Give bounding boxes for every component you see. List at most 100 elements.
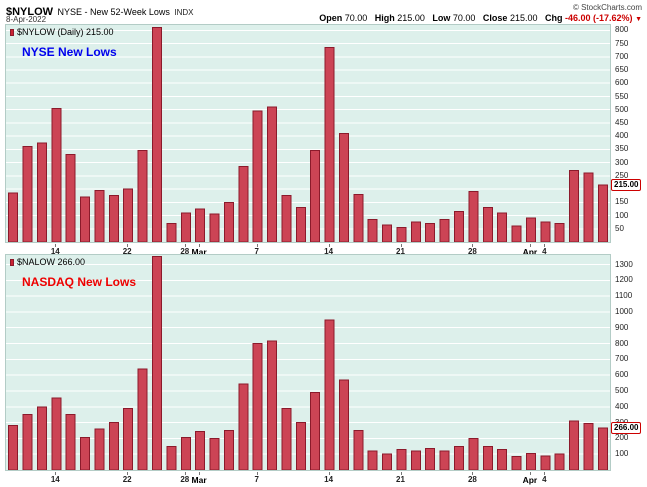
bar (209, 437, 220, 470)
x-axis-tick (328, 472, 330, 475)
y-axis: 5010015020025030035040045050055060065070… (612, 25, 646, 242)
x-axis-label: 14 (324, 475, 334, 484)
bar (152, 27, 162, 242)
bar (310, 392, 321, 470)
x-axis-label: 28 (467, 475, 477, 484)
bar (8, 425, 19, 470)
bar (439, 450, 450, 470)
y-axis-label: 300 (615, 157, 629, 167)
bar (94, 428, 105, 470)
x-axis-label: 28 (467, 247, 477, 256)
bar (80, 437, 91, 470)
y-axis-label: 500 (615, 386, 629, 395)
symbol: $NYLOW (6, 6, 54, 18)
bar (123, 407, 134, 470)
bar (223, 201, 234, 242)
x-axis-tick (472, 472, 474, 475)
nyse-new-lows-chart: $NYLOW (Daily) 215.00 NYSE New Lows (5, 24, 611, 243)
bar (137, 368, 148, 470)
chg-value: -46.00 (-17.62%) (565, 13, 633, 23)
bar (396, 448, 407, 470)
low-value: 70.00 (452, 13, 476, 23)
x-axis-tick (55, 244, 57, 247)
bar (583, 422, 594, 470)
bar (353, 193, 364, 242)
bar (123, 188, 134, 242)
x-axis-label: 28 (180, 247, 190, 256)
close-label: Close (482, 13, 508, 23)
bar (252, 343, 263, 470)
bar (295, 422, 306, 470)
chart-canvas (6, 27, 610, 242)
bar (382, 453, 393, 470)
bar (166, 445, 177, 470)
low-label: Low (432, 13, 451, 23)
open-label: Open (319, 13, 343, 23)
bar (281, 195, 292, 242)
bar (597, 184, 608, 242)
high-label: High (374, 13, 395, 23)
y-axis-label: 1100 (615, 291, 633, 301)
last-price-label: 215.00 (611, 179, 642, 192)
x-axis-tick (256, 472, 258, 475)
bar (65, 414, 76, 470)
bar (108, 195, 119, 242)
bar (8, 192, 19, 242)
y-axis-label: 900 (615, 322, 629, 332)
x-axis-label: 4 (542, 475, 547, 484)
y-axis-label: 400 (615, 131, 629, 141)
x-axis-tick (184, 472, 186, 475)
x-axis-tick (328, 244, 330, 247)
x-axis-label: 7 (254, 247, 259, 256)
bar (94, 189, 105, 242)
bar (65, 154, 76, 242)
x-axis-label: 22 (122, 475, 132, 484)
x-axis-tick (184, 244, 186, 247)
y-axis-label: 650 (615, 65, 629, 74)
bar (36, 406, 47, 470)
bar (195, 430, 206, 470)
bar (195, 208, 206, 242)
bar (569, 170, 580, 242)
y-axis-label: 700 (615, 51, 629, 61)
bar (367, 219, 378, 242)
bar (166, 222, 177, 242)
bar (51, 397, 62, 470)
open-value: 70.00 (344, 13, 368, 23)
bar (410, 450, 421, 470)
last-price-label: 266.00 (611, 421, 642, 434)
y-axis-label: 50 (615, 223, 624, 233)
y-axis-label: 350 (615, 144, 629, 154)
y-axis-label: 800 (615, 25, 629, 35)
quote-summary: Open 70.00 High 215.00 Low 70.00 Close 2… (319, 13, 642, 23)
bar (540, 221, 551, 242)
chg-down-icon: ▼ (635, 16, 642, 23)
bar (554, 453, 565, 470)
x-axis-label: 14 (50, 475, 60, 484)
y-axis-label: 1000 (615, 306, 633, 316)
y-axis-label: 1300 (615, 259, 633, 269)
bar (525, 217, 536, 242)
y-axis-label: 800 (615, 338, 629, 348)
bar (180, 212, 191, 242)
bar (223, 429, 234, 470)
chg-label: Chg (544, 13, 563, 23)
x-axis-label: 21 (396, 247, 405, 256)
bar (252, 110, 263, 242)
bar (267, 106, 278, 242)
y-axis-label: 450 (615, 117, 629, 127)
x-axis-label: 22 (122, 247, 132, 256)
x-axis-tick (55, 472, 57, 475)
bar (468, 437, 479, 470)
x-axis-label: 21 (396, 475, 405, 484)
x-axis-label: Apr (522, 247, 538, 257)
bar (338, 379, 349, 470)
bar (482, 207, 493, 242)
y-axis-label: 100 (615, 449, 629, 459)
bar (597, 427, 608, 470)
bar (425, 222, 436, 242)
y-axis-label: 600 (615, 78, 629, 88)
high-value: 215.00 (397, 13, 425, 23)
x-axis-tick (529, 244, 531, 247)
bar (281, 407, 292, 470)
